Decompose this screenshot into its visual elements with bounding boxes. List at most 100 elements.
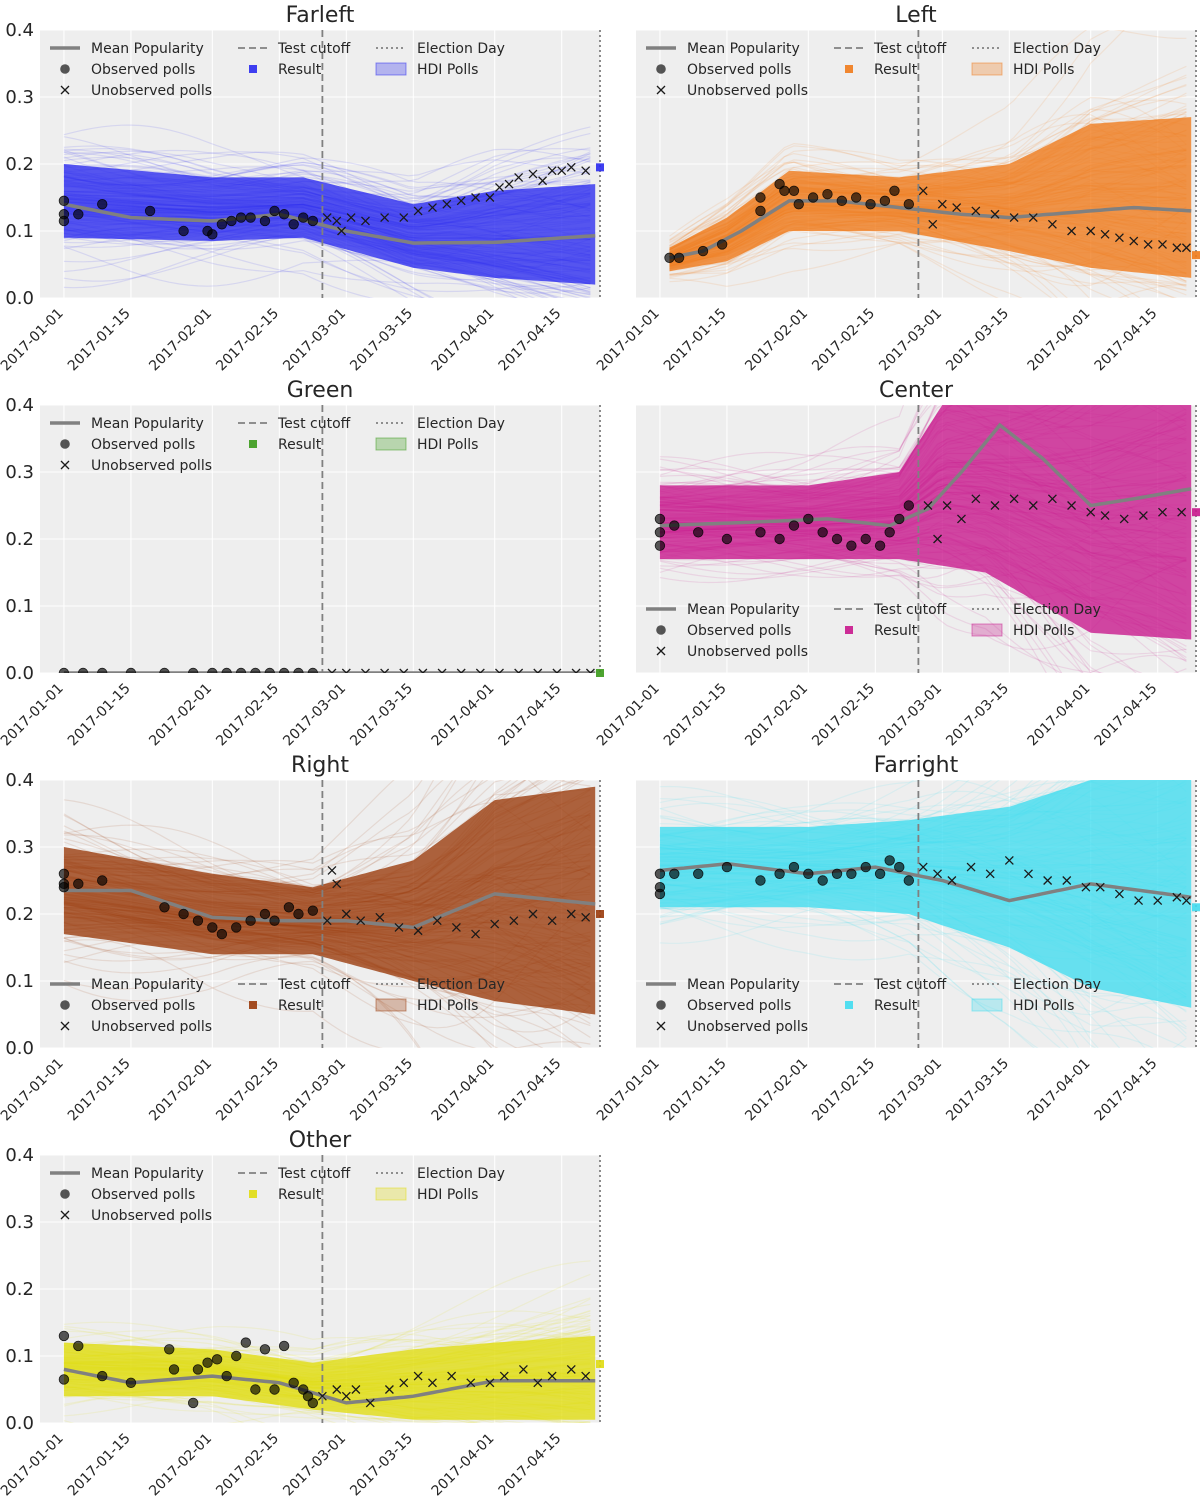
- observed-poll: [245, 915, 256, 926]
- x-tick-label: 2017-02-01: [146, 1056, 215, 1125]
- x-tick-label: 2017-02-01: [742, 306, 811, 375]
- legend-hdi-label: HDI Polls: [417, 62, 478, 78]
- observed-poll: [697, 245, 709, 257]
- y-tick-label: 0.0: [5, 1038, 34, 1059]
- legend-observed-swatch: [60, 439, 70, 449]
- sample-trajectory: [659, 780, 970, 832]
- observed-poll: [654, 513, 666, 525]
- unobserved-poll: [1181, 243, 1191, 253]
- unobserved-poll: [957, 514, 966, 524]
- sample-trajectory: [659, 780, 1074, 841]
- legend-hdi-swatch: [375, 437, 407, 451]
- y-tick-label: 0.4: [5, 770, 34, 791]
- observed-poll: [836, 195, 848, 207]
- unobserved-poll: [418, 668, 428, 673]
- x-tick-label: 2017-04-15: [496, 306, 565, 375]
- unobserved-poll: [399, 1378, 409, 1388]
- unobserved-poll: [356, 916, 366, 926]
- unobserved-poll: [471, 929, 481, 939]
- unobserved-poll: [585, 668, 595, 673]
- legend-observed-label: Observed polls: [687, 623, 791, 639]
- observed-poll: [721, 533, 733, 545]
- unobserved-poll: [971, 494, 981, 504]
- observed-poll: [259, 908, 271, 920]
- sample-trajectory: [63, 136, 591, 186]
- x-tick-label: 2017-04-15: [1092, 306, 1161, 375]
- unobserved-poll: [1153, 896, 1163, 906]
- legend-unobserved-swatch: [60, 460, 70, 470]
- x-tick-label: 2017-04-15: [496, 1431, 565, 1500]
- legend-mean-label: Mean Popularity: [687, 41, 800, 57]
- legend-observed-swatch: [60, 64, 70, 74]
- observed-poll: [755, 875, 766, 886]
- unobserved-poll: [499, 1371, 509, 1381]
- x-tick-label: 2017-01-01: [0, 681, 67, 750]
- unobserved-poll: [322, 213, 332, 223]
- legend-cutoff-label: Test cutoff: [277, 416, 351, 432]
- unobserved-poll: [952, 203, 962, 213]
- x-tick-label: 2017-04-01: [429, 681, 498, 750]
- unobserved-poll: [1158, 239, 1167, 249]
- unobserved-poll: [923, 501, 933, 510]
- legend-observed-label: Observed polls: [91, 998, 195, 1014]
- sample-trajectory: [63, 1385, 444, 1423]
- observed-poll: [693, 868, 704, 880]
- x-tick-label: 2017-01-15: [661, 306, 730, 375]
- observed-poll: [159, 667, 170, 673]
- unobserved-poll: [514, 172, 524, 182]
- x-tick-label: 2017-01-15: [661, 1056, 730, 1125]
- legend: Mean Popularity Observed polls Unobserved …: [50, 41, 505, 99]
- observed-poll: [58, 195, 70, 207]
- unobserved-poll: [1172, 892, 1182, 902]
- unobserved-poll: [1143, 239, 1153, 249]
- x-tick-label: 2017-03-15: [943, 681, 1012, 750]
- hdi-band: [63, 1335, 596, 1420]
- observed-poll: [250, 1384, 261, 1395]
- unobserved-poll: [533, 668, 543, 673]
- unobserved-poll: [1181, 896, 1191, 906]
- unobserved-poll: [971, 206, 981, 216]
- unobserved-poll: [466, 1378, 476, 1388]
- legend-hdi-label: HDI Polls: [417, 437, 478, 453]
- x-tick-label: 2017-01-15: [65, 1431, 134, 1500]
- sample-trajectory: [63, 956, 420, 1048]
- legend-election-label: Election Day: [417, 977, 505, 993]
- legend-unobserved-swatch: [656, 85, 666, 95]
- y-tick-label: 0.1: [5, 971, 34, 992]
- mean-popularity-line: [63, 888, 596, 930]
- observed-poll: [178, 908, 189, 920]
- legend-mean-label: Mean Popularity: [91, 977, 204, 993]
- unobserved-poll: [1081, 882, 1091, 892]
- observed-poll: [97, 875, 108, 886]
- observed-poll: [168, 1364, 180, 1375]
- unobserved-poll: [547, 1371, 557, 1381]
- unobserved-poll: [447, 1371, 457, 1381]
- unobserved-poll: [1086, 226, 1096, 236]
- observed-poll: [669, 520, 680, 531]
- observed-poll: [73, 1340, 84, 1352]
- unobserved-poll: [528, 909, 538, 919]
- observed-poll: [278, 1340, 290, 1352]
- observed-poll: [125, 1377, 137, 1389]
- unobserved-poll: [341, 909, 351, 919]
- observed-poll: [192, 915, 204, 926]
- unobserved-poll: [375, 912, 385, 922]
- unobserved-poll: [1009, 213, 1019, 223]
- observed-poll: [669, 868, 680, 880]
- legend-result-label: Result: [278, 1187, 322, 1203]
- observed-poll: [654, 527, 666, 538]
- observed-poll: [903, 198, 915, 210]
- y-tick-label: 0.0: [5, 663, 34, 684]
- x-tick-label: 2017-03-15: [347, 306, 416, 375]
- x-tick-label: 2017-02-15: [213, 1431, 282, 1500]
- unobserved-poll: [581, 166, 591, 176]
- unobserved-poll: [990, 209, 1000, 219]
- x-tick-label: 2017-03-01: [280, 306, 349, 375]
- sample-trajectory: [63, 229, 529, 298]
- sample-trajectory: [659, 405, 937, 497]
- unobserved-poll: [547, 166, 557, 176]
- observed-poll: [673, 252, 685, 263]
- legend: Mean Popularity Observed polls Unobserved …: [50, 977, 505, 1035]
- unobserved-poll: [456, 196, 466, 206]
- unobserved-poll: [442, 199, 452, 209]
